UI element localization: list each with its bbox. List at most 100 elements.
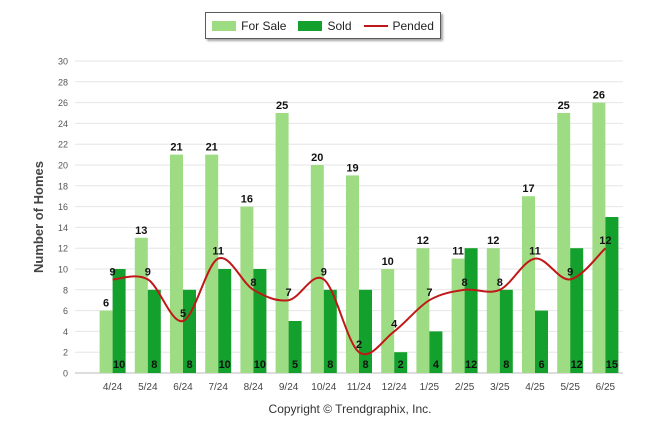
data-label-for-sale: 12	[487, 235, 499, 247]
x-tick-label: 4/25	[525, 382, 545, 393]
bar-sold	[535, 310, 548, 373]
pended-line	[112, 247, 607, 356]
legend-label-for-sale: For Sale	[241, 18, 287, 33]
data-label-for-sale: 12	[417, 235, 429, 247]
data-label-pended: 11	[212, 246, 224, 258]
data-label-pended: 9	[321, 266, 327, 278]
data-label-sold: 5	[292, 359, 298, 371]
bar-sold	[323, 289, 337, 373]
legend-item-for-sale[interactable]: For Sale	[212, 19, 286, 33]
legend: For Sale Sold Pended	[205, 12, 441, 39]
y-tick-label: 18	[58, 181, 68, 191]
copyright-footer: Copyright © Trendgraphix, Inc.	[268, 402, 432, 416]
x-tick-label: 4/24	[103, 382, 123, 393]
bar-for-sale	[416, 248, 430, 373]
data-label-for-sale: 25	[558, 100, 570, 112]
y-tick-label: 2	[63, 348, 68, 358]
x-tick-label: 6/25	[596, 382, 616, 393]
x-tick-label: 6/24	[173, 382, 193, 393]
data-label-for-sale: 10	[382, 256, 394, 268]
data-label-sold: 2	[398, 359, 404, 371]
data-label-sold: 8	[327, 359, 333, 371]
data-label-sold: 8	[503, 359, 509, 371]
sold-swatch	[298, 20, 323, 31]
bar-sold	[359, 289, 372, 373]
legend-item-sold[interactable]: Sold	[298, 19, 352, 33]
data-labels: 6109138921852110111610825572089198210241…	[103, 90, 618, 371]
data-label-sold: 15	[606, 359, 618, 371]
for-sale-swatch	[212, 20, 237, 31]
bar-for-sale	[240, 206, 254, 373]
data-label-pended: 9	[145, 266, 151, 278]
legend-label-pended: Pended	[392, 18, 434, 33]
y-axis-label: Number of Homes	[31, 161, 46, 273]
data-label-for-sale: 13	[135, 225, 147, 237]
x-tick-label: 2/25	[455, 382, 475, 393]
y-tick-label: 0	[63, 369, 68, 379]
y-tick-label: 22	[58, 140, 68, 150]
data-label-pended: 2	[356, 339, 362, 351]
y-tick-label: 10	[58, 265, 68, 275]
y-tick-label: 12	[58, 244, 68, 254]
data-label-pended: 8	[462, 277, 468, 289]
bar-for-sale	[522, 196, 535, 373]
x-tick-label: 11/24	[347, 382, 372, 393]
y-tick-label: 30	[58, 57, 68, 67]
bar-for-sale	[557, 113, 571, 373]
data-label-for-sale: 6	[103, 298, 109, 310]
data-label-for-sale: 16	[241, 194, 253, 206]
data-label-pended: 8	[250, 277, 256, 289]
data-label-sold: 8	[151, 359, 157, 371]
y-tick-label: 26	[58, 98, 68, 108]
x-tick-label: 5/25	[560, 382, 580, 393]
data-label-for-sale: 11	[452, 246, 464, 258]
bar-for-sale	[346, 175, 359, 373]
data-label-for-sale: 21	[206, 142, 218, 154]
data-label-sold: 6	[538, 359, 544, 371]
x-tick-label: 3/25	[490, 382, 510, 393]
y-tick-label: 6	[63, 306, 68, 316]
x-tick-label: 5/24	[138, 382, 158, 393]
y-tick-label: 28	[58, 77, 68, 87]
data-label-pended: 4	[391, 318, 398, 330]
x-tick-label: 1/25	[420, 382, 440, 393]
data-label-for-sale: 17	[522, 183, 534, 195]
legend-item-pended[interactable]: Pended	[363, 18, 434, 33]
bar-for-sale	[99, 310, 113, 373]
bars	[99, 102, 619, 373]
data-label-for-sale: 20	[311, 152, 323, 164]
y-tick-label: 20	[58, 161, 68, 171]
data-label-pended: 7	[426, 287, 432, 299]
data-label-pended: 9	[110, 266, 116, 278]
bar-for-sale	[275, 113, 289, 373]
data-label-pended: 8	[497, 277, 503, 289]
x-tick-label: 12/24	[382, 382, 407, 393]
bar-sold	[218, 269, 232, 373]
bar-for-sale	[134, 237, 148, 373]
data-label-sold: 10	[113, 359, 125, 371]
data-label-pended: 12	[599, 235, 611, 247]
data-label-sold: 12	[465, 359, 477, 371]
x-tick-label: 8/24	[244, 382, 264, 393]
data-label-for-sale: 21	[170, 142, 182, 154]
data-label-for-sale: 25	[276, 100, 288, 112]
bar-sold	[464, 248, 478, 373]
y-tick-label: 16	[58, 202, 68, 212]
bar-sold	[429, 331, 443, 373]
data-label-pended: 11	[529, 246, 541, 258]
x-tick-label: 7/24	[208, 382, 228, 393]
data-label-sold: 12	[571, 359, 583, 371]
data-label-sold: 8	[362, 359, 368, 371]
bar-for-sale	[205, 154, 219, 373]
data-label-sold: 10	[219, 359, 231, 371]
bar-for-sale	[310, 165, 324, 373]
data-label-pended: 5	[180, 308, 186, 320]
y-tick-label: 24	[58, 119, 68, 129]
bar-sold	[147, 289, 161, 373]
data-label-for-sale: 26	[593, 90, 605, 102]
bar-for-sale	[592, 102, 606, 373]
bar-for-sale	[451, 258, 465, 373]
x-tick-label: 9/24	[279, 382, 299, 393]
